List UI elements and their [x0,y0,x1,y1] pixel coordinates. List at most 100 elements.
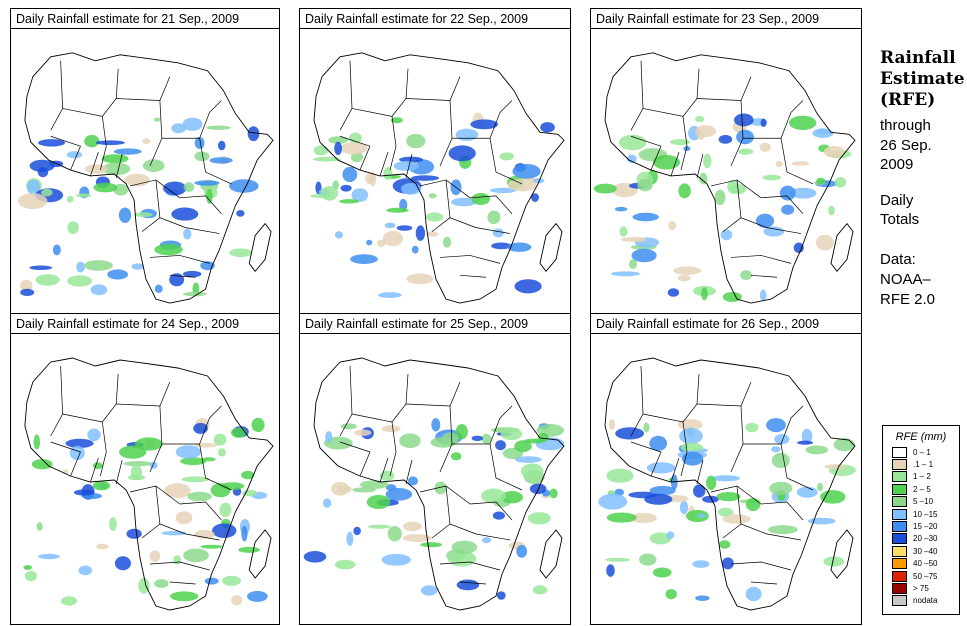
rainfall-area [763,226,785,237]
country-border [780,138,814,185]
rainfall-area [500,491,523,504]
country-border [696,381,752,407]
rainfall-area [531,193,539,202]
side-title-line: Rainfall [880,48,956,68]
country-border [452,405,513,445]
rainfall-area [507,242,532,252]
country-border [475,227,511,234]
country-border [339,60,353,131]
rainfall-area [668,220,677,231]
rainfall-area [520,463,544,479]
rainfall-area [149,550,161,563]
legend-label: .1 – 1 [913,460,934,470]
rainfall-area [406,133,426,149]
rainfall-area [87,428,101,442]
rainfall-area [220,482,245,490]
country-border [489,138,523,185]
rainfall-area [92,462,103,469]
rainfall-area [76,193,92,198]
rainfall-area [114,556,132,571]
rainfall-area [695,595,710,601]
rainfall-area [247,126,260,142]
rainfall-area [701,287,708,301]
rainfall-area [631,248,657,263]
legend-item: 1 – 2 [883,471,959,483]
rainfall-area [194,180,220,186]
rainfall-area [340,423,357,430]
rainfall-area [334,559,356,570]
rainfall-area [399,433,421,449]
madagascar-outline [830,222,854,273]
africa-rainfall-map [590,333,862,625]
rainfall-area [610,271,640,277]
africa-coastline [24,52,274,304]
rainfall-area [313,156,341,162]
legend-label: 30 –40 [913,546,938,556]
legend-item: 50 –75 [883,570,959,582]
rainfall-area [84,134,100,148]
rainfall-area [507,178,537,192]
rainfall-area [746,497,761,512]
rainfall-area [828,205,835,216]
rainfall-area [163,181,187,196]
rainfall-area [719,540,731,549]
rainfall-area [303,551,327,563]
rainfall-area [512,163,541,179]
legend-label: 1 – 2 [913,472,931,482]
rainfall-area [241,525,248,542]
rainfall-area [182,291,207,297]
africa-rainfall-map [590,28,862,318]
country-border [760,195,804,214]
rainfall-area [251,417,265,433]
legend-swatch [892,521,907,533]
rainfall-area [495,440,506,451]
madagascar-outline [539,222,563,273]
side-title: Rainfall Estimate (RFE) [880,48,965,111]
rainfall-area [247,590,268,602]
rainfall-area [123,461,153,467]
legend-label: 40 –50 [913,559,938,569]
rainfall-area [718,134,733,144]
country-border [405,459,413,485]
rainfall-area [84,164,108,174]
legend-swatch [892,595,907,607]
rainfall-area [348,132,362,144]
africa-coastline [313,357,565,611]
country-border [630,60,644,131]
rainfall-area [61,596,78,606]
rainfall-area [823,556,845,567]
rainfall-area [606,564,615,577]
rainfall-area [92,481,111,491]
rainfall-area [679,428,703,444]
rainfall-area [213,433,227,446]
rainfall-area [386,207,409,213]
rainfall-area [716,492,741,502]
country-border [149,100,163,167]
country-border [116,381,171,407]
rainfall-area [66,195,74,203]
rainfall-area [679,500,689,515]
legend-label: 10 –15 [913,509,938,519]
rainfall-area [540,122,555,133]
data-source: NOAA– [880,271,931,288]
rainfall-area [325,431,333,443]
rainfall-area [67,221,79,235]
rainfall-area [17,193,48,210]
map-svg [593,52,856,304]
country-border [750,581,778,585]
rainfall-area [20,279,33,292]
rainfall-area [692,560,710,568]
rainfall-area [604,557,631,562]
legend-item: nodata [883,595,959,607]
rainfall-blobs [303,418,565,600]
rainfall-area [791,161,810,166]
rainfall-area [789,115,817,130]
legend-item: 20 –30 [883,533,959,545]
country-border [431,217,451,232]
country-border [696,459,704,485]
rainfall-area [745,586,762,602]
rainfall-area [448,145,476,162]
rainfall-area [202,457,216,462]
rainfall-area [183,228,192,240]
country-border [696,76,752,101]
